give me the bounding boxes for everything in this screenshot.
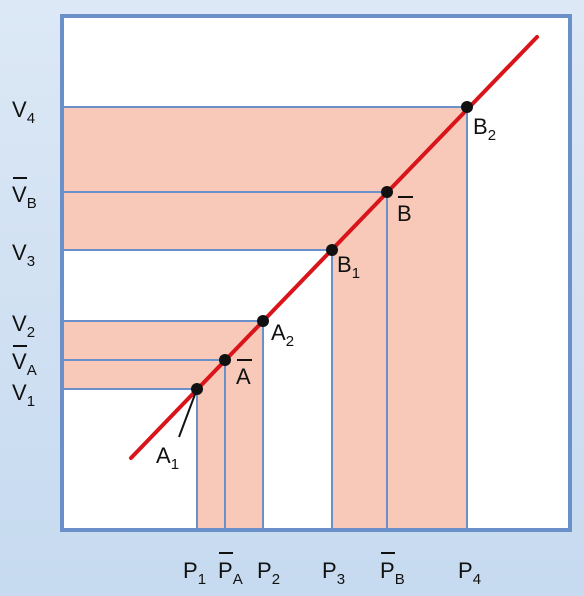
shaded-bands [62, 107, 467, 530]
band-pa-p2 [225, 360, 263, 530]
label-b1: B1 [337, 252, 360, 282]
y-axis-labels: V4 VB V3 V2 VA V1 [12, 97, 37, 410]
label-p2: P2 [257, 558, 280, 588]
label-p4: P4 [458, 558, 481, 588]
label-b2: B2 [473, 114, 496, 144]
label-bbar: B [397, 201, 412, 226]
point-bbar [381, 186, 393, 198]
band-vb-v3 [62, 192, 387, 250]
point-a1 [191, 383, 203, 395]
label-p3: P3 [322, 558, 345, 588]
point-b2 [461, 101, 473, 113]
points [191, 101, 473, 395]
label-pb: PB [380, 558, 405, 588]
label-v4: V4 [12, 97, 35, 127]
guide-lines [62, 106, 468, 530]
label-a1: A1 [156, 443, 179, 473]
label-v1: V1 [12, 380, 35, 410]
x-axis-labels: P1 PA P2 P3 PB P4 [183, 552, 481, 588]
band-v4-vb [62, 107, 467, 192]
point-a2 [257, 315, 269, 327]
label-v2: V2 [12, 311, 35, 341]
band-p3-pb [332, 250, 387, 530]
label-v3: V3 [12, 240, 35, 270]
point-labels: A1 A A2 B1 B B2 [156, 114, 496, 473]
plot-frame [60, 14, 572, 532]
a1-leader-line [178, 388, 198, 438]
label-va: VA [12, 349, 37, 379]
label-p1: P1 [183, 558, 206, 588]
band-p1-pa [197, 389, 225, 530]
label-a2: A2 [271, 320, 294, 350]
point-abar [219, 354, 231, 366]
band-pb-p4 [387, 192, 467, 530]
label-vb: VB [12, 182, 37, 212]
label-pa: PA [218, 558, 243, 588]
point-b1 [326, 244, 338, 256]
label-abar: A [236, 364, 251, 389]
